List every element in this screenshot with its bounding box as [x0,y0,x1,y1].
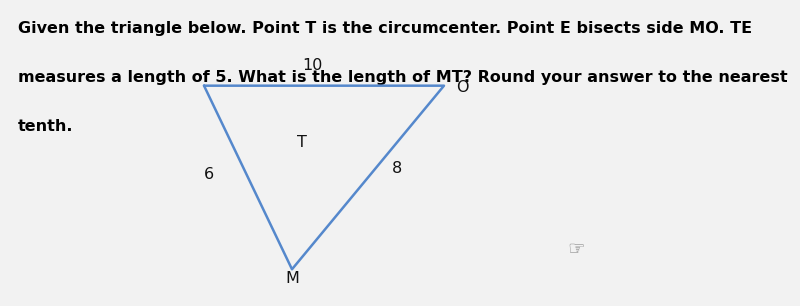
Text: M: M [285,271,299,286]
Text: 10: 10 [302,58,322,73]
Text: Given the triangle below. Point T is the circumcenter. Point E bisects side MO. : Given the triangle below. Point T is the… [18,21,752,36]
Text: 6: 6 [204,167,214,182]
Text: O: O [456,80,469,95]
Text: ☞: ☞ [567,240,585,259]
Text: T: T [298,135,307,150]
Text: measures a length of 5. What is the length of MT? Round your answer to the neare: measures a length of 5. What is the leng… [18,70,787,85]
Text: 8: 8 [392,161,402,176]
Text: tenth.: tenth. [18,119,73,134]
